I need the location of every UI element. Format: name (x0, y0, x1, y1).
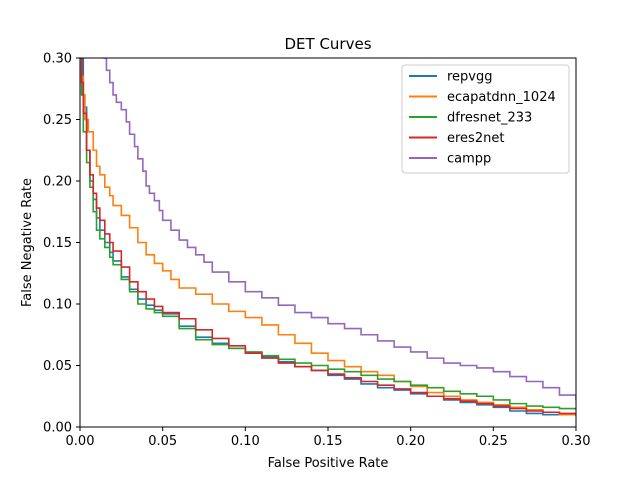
series-line-campp (103, 58, 576, 400)
x-axis: 0.00 0.05 0.10 0.15 0.20 0.25 0.30 (66, 427, 591, 449)
y-tick-label: 0.15 (43, 236, 72, 251)
x-tick-label: 0.00 (66, 434, 95, 449)
x-axis-title: False Positive Rate (268, 456, 389, 471)
series-line-eres2net (80, 58, 576, 415)
x-tick-label: 0.10 (231, 434, 260, 449)
x-tick-label: 0.20 (396, 434, 425, 449)
legend-label-campp: campp (447, 152, 491, 167)
x-tick-label: 0.15 (314, 434, 343, 449)
x-tick-label: 0.30 (562, 434, 591, 449)
y-tick-label: 0.05 (43, 359, 72, 374)
y-tick-label: 0.20 (43, 175, 72, 190)
legend-label-eres2net: eres2net (447, 131, 504, 146)
legend: repvgg ecapatdnn_1024 dfresnet_233 eres2net… (401, 64, 570, 174)
y-tick-label: 0.10 (43, 298, 72, 313)
x-tick-label: 0.25 (479, 434, 508, 449)
legend-label-repvgg: repvgg (447, 70, 493, 85)
y-axis-title: False Negative Rate (20, 178, 35, 307)
chart-title: DET Curves (284, 35, 371, 53)
legend-label-dfresnet_233: dfresnet_233 (447, 111, 532, 126)
y-tick-label: 0.00 (43, 421, 72, 436)
legend-label-ecapatdnn_1024: ecapatdnn_1024 (447, 90, 556, 105)
x-tick-label: 0.05 (148, 434, 177, 449)
y-tick-label: 0.30 (43, 52, 72, 67)
legend-box (401, 64, 570, 174)
y-axis: 0.00 0.05 0.10 0.15 0.20 0.25 0.30 (43, 52, 80, 436)
series-layer (80, 58, 576, 416)
y-tick-label: 0.25 (43, 113, 72, 128)
